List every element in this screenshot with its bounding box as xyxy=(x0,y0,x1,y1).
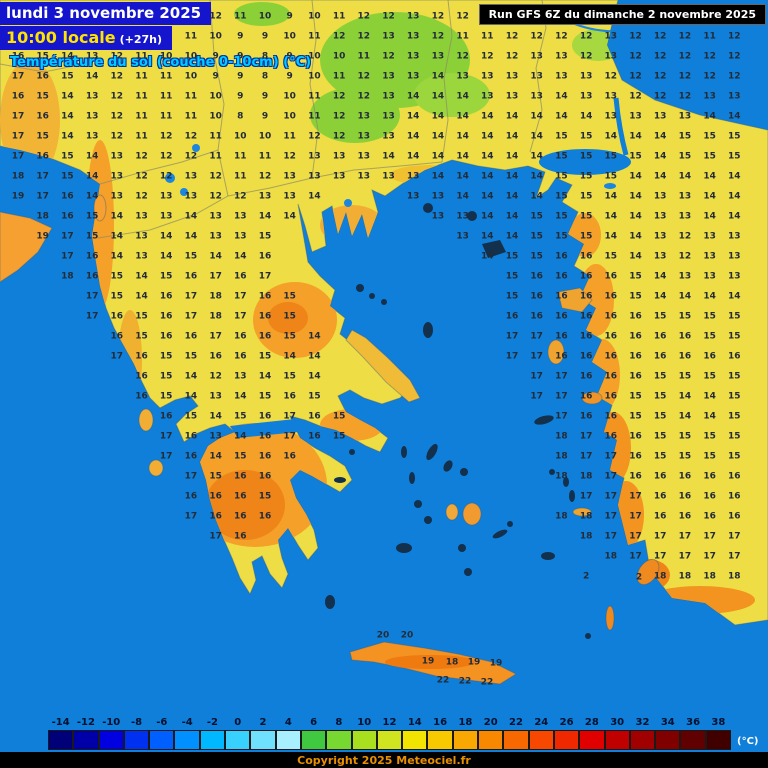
legend-color-row: (°C) xyxy=(48,730,759,750)
legend-color-box xyxy=(553,730,580,750)
legend-value: 16 xyxy=(433,717,448,728)
legend-value: 28 xyxy=(584,717,599,728)
legend-value: -6 xyxy=(156,717,168,728)
legend-value: -8 xyxy=(130,717,143,728)
legend-value: -4 xyxy=(181,717,193,728)
legend-color-box xyxy=(680,730,706,750)
island-crete-core xyxy=(385,655,475,669)
island-italy-heel xyxy=(0,211,53,283)
legend-value: 12 xyxy=(382,717,397,728)
run-info-badge: Run GFS 6Z du dimanche 2 novembre 2025 xyxy=(478,4,766,25)
green-patch xyxy=(414,73,490,117)
green-patch xyxy=(234,2,290,26)
legend-color-box xyxy=(275,730,301,750)
legend-color-box xyxy=(402,730,428,750)
legend-value: 14 xyxy=(407,717,422,728)
legend-value: 36 xyxy=(686,717,701,728)
legend-color-box xyxy=(199,730,226,750)
legend-value: 0 xyxy=(234,717,242,728)
legend-value: 8 xyxy=(335,717,343,728)
legend-color-box xyxy=(174,730,200,750)
legend-color-box xyxy=(149,730,175,750)
legend-value: 20 xyxy=(483,717,498,728)
legend-color-box xyxy=(655,730,681,750)
legend-color-box xyxy=(225,730,251,750)
legend-color-box xyxy=(478,730,504,750)
legend-value: 26 xyxy=(559,717,574,728)
time-row: 10:00 locale (+27h) xyxy=(0,26,311,50)
legend-value: 6 xyxy=(310,717,318,728)
gulf-of-corinth xyxy=(230,419,298,438)
legend-value: 32 xyxy=(635,717,650,728)
legend-value: -10 xyxy=(102,717,121,728)
legend-color-box xyxy=(48,730,74,750)
legend-color-box xyxy=(452,730,479,750)
legend-value: -14 xyxy=(51,717,70,728)
legend-value: 22 xyxy=(509,717,523,728)
date-label: lundi 3 novembre 2025 xyxy=(0,2,212,25)
legend-value: -2 xyxy=(206,717,218,728)
legend-color-box xyxy=(705,730,732,750)
legend-color-box xyxy=(351,730,377,750)
islands-orange xyxy=(93,194,660,631)
legend-color-box xyxy=(629,730,656,750)
orange-patch-peloponnese-core xyxy=(205,470,285,540)
legend-color-box xyxy=(503,730,529,750)
map-subtitle: Température du sol (couche 0-10cm) (°C) xyxy=(10,55,312,70)
legend-value: 38 xyxy=(711,717,726,728)
legend-value: 10 xyxy=(357,717,372,728)
legend-color-box xyxy=(604,730,630,750)
legend-value: 30 xyxy=(610,717,625,728)
strait-bosphorus xyxy=(613,97,629,156)
legend-color-box xyxy=(326,730,352,750)
legend-value: 24 xyxy=(534,717,549,728)
time-label: 10:00 locale xyxy=(6,28,116,47)
copyright-bar: Copyright 2025 Meteociel.fr xyxy=(0,752,768,768)
legend-value: 4 xyxy=(284,717,292,728)
legend-color-box xyxy=(250,730,276,750)
legend-color-box xyxy=(376,730,403,750)
legend-color-box xyxy=(98,730,124,750)
legend-value: 2 xyxy=(259,717,267,728)
green-patch xyxy=(310,87,400,143)
legend-color-box xyxy=(528,730,554,750)
legend-value: 34 xyxy=(660,717,675,728)
island-euboea xyxy=(345,329,421,403)
sea-marmara xyxy=(539,149,631,175)
legend-color-box xyxy=(123,730,150,750)
legend-value: 18 xyxy=(458,717,473,728)
legend-color-box xyxy=(427,730,453,750)
legend-values-row: -14 -12 -10 -8 -6 -4 -2 0 2 4 6 8 10 12 14 16 18 20 22 24 26… xyxy=(48,717,731,728)
offset-label: (+27h) xyxy=(119,33,163,46)
title-block: lundi 3 novembre 2025 10:00 locale (+27h)… xyxy=(0,2,311,70)
orange-patch-central-core xyxy=(268,302,308,334)
temperature-legend: -14 -12 -10 -8 -6 -4 -2 0 2 4 6 8 10 12 14 16 18 20 22 24 26… xyxy=(48,717,759,750)
legend-color-box xyxy=(300,730,327,750)
islands-small xyxy=(325,203,591,639)
legend-color-box xyxy=(579,730,605,750)
legend-value: -12 xyxy=(76,717,95,728)
country-borders xyxy=(0,0,547,239)
legend-unit-label: (°C) xyxy=(737,736,759,747)
legend-color-box xyxy=(73,730,99,750)
